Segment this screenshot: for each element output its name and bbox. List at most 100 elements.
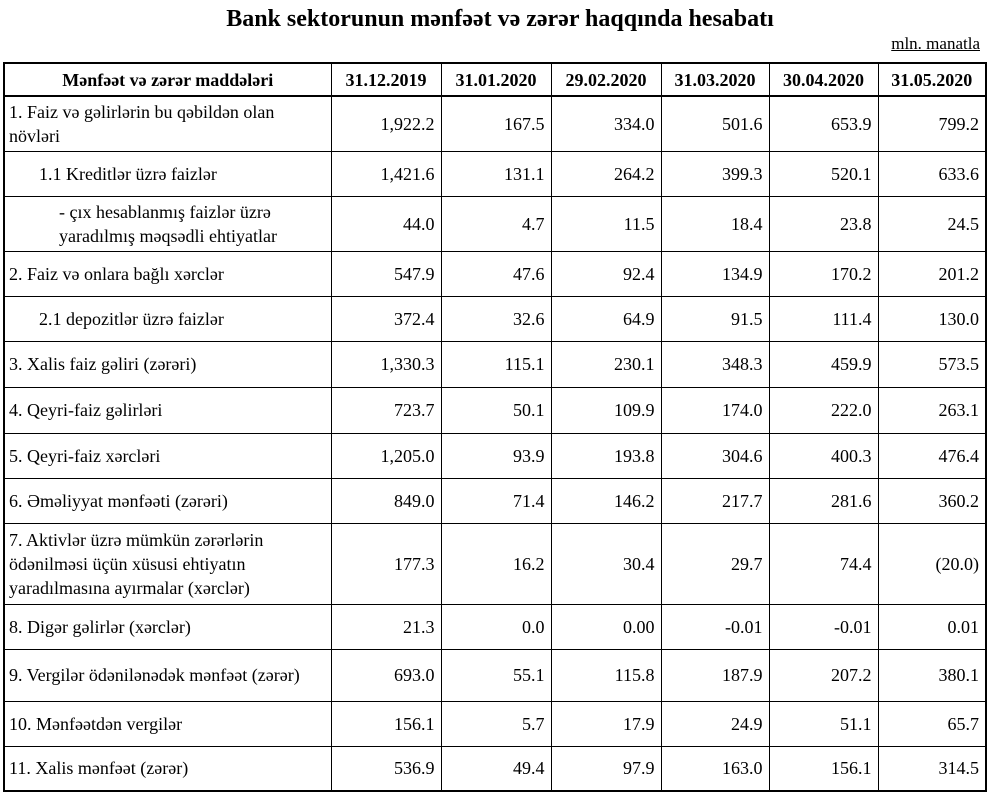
cell-value: 93.9 bbox=[440, 432, 552, 479]
table-row: 7. Aktivlər üzrə mümkün zərərlərin ödəni… bbox=[3, 522, 987, 605]
cell-value: 92.4 bbox=[550, 250, 662, 297]
table-row: 9. Vergilər ödənilənədək mənfəət (zərər)… bbox=[3, 648, 987, 702]
report-table: Mənfəət və zərər maddələri 31.12.2019 31.0… bbox=[3, 62, 987, 792]
cell-value: 334.0 bbox=[550, 95, 662, 152]
row-label: 8. Digər gəlirlər (xərclər) bbox=[3, 603, 332, 650]
cell-value: 193.8 bbox=[550, 432, 662, 479]
cell-value: 167.5 bbox=[440, 95, 552, 152]
cell-value: 230.1 bbox=[550, 340, 662, 388]
table-row: 11. Xalis mənfəət (zərər) 536.9 49.4 97.9 16… bbox=[3, 745, 987, 792]
cell-value: 24.5 bbox=[877, 195, 987, 252]
cell-value: 723.7 bbox=[330, 386, 442, 434]
row-label: 4. Qeyri-faiz gəlirləri bbox=[3, 386, 332, 434]
table-row: 3. Xalis faiz gəliri (zərəri) 1,330.3 115.… bbox=[3, 340, 987, 388]
cell-value: 47.6 bbox=[440, 250, 552, 297]
cell-value: 1,421.6 bbox=[330, 150, 442, 197]
cell-value: 111.4 bbox=[768, 295, 879, 342]
cell-value: 849.0 bbox=[330, 477, 442, 524]
cell-value: 131.1 bbox=[440, 150, 552, 197]
cell-value: 0.00 bbox=[550, 603, 662, 650]
cell-value: 264.2 bbox=[550, 150, 662, 197]
cell-value: 399.3 bbox=[660, 150, 770, 197]
cell-value: 573.5 bbox=[877, 340, 987, 388]
row-label: 7. Aktivlər üzrə mümkün zərərlərin ödəni… bbox=[3, 522, 332, 605]
unit-note: mln. manatla bbox=[891, 34, 980, 53]
cell-value: 49.4 bbox=[440, 745, 552, 792]
cell-value: 201.2 bbox=[877, 250, 987, 297]
cell-value: 348.3 bbox=[660, 340, 770, 388]
cell-value: 360.2 bbox=[877, 477, 987, 524]
cell-value: 372.4 bbox=[330, 295, 442, 342]
cell-value: 314.5 bbox=[877, 745, 987, 792]
cell-value: 115.8 bbox=[550, 648, 662, 702]
column-header: 29.02.2020 bbox=[550, 62, 662, 97]
row-label: 9. Vergilər ödənilənədək mənfəət (zərər) bbox=[3, 648, 332, 702]
table-row: 5. Qeyri-faiz xərcləri 1,205.0 93.9 193.8 30… bbox=[3, 432, 987, 479]
cell-value: 217.7 bbox=[660, 477, 770, 524]
row-label: 1.1 Kreditlər üzrə faizlər bbox=[3, 150, 332, 197]
cell-value: 281.6 bbox=[768, 477, 879, 524]
cell-value: -0.01 bbox=[768, 603, 879, 650]
cell-value: 799.2 bbox=[877, 95, 987, 152]
cell-value: 91.5 bbox=[660, 295, 770, 342]
table-row: 2.1 depozitlər üzrə faizlər 372.4 32.6 64.9… bbox=[3, 295, 987, 342]
cell-value: 146.2 bbox=[550, 477, 662, 524]
cell-value: -0.01 bbox=[660, 603, 770, 650]
cell-value: 44.0 bbox=[330, 195, 442, 252]
table-row: 1. Faiz və gəlirlərin bu qəbildən olan n… bbox=[3, 95, 987, 152]
cell-value: 653.9 bbox=[768, 95, 879, 152]
table-row: 6. Əməliyyat mənfəəti (zərəri) 849.0 71.4 1… bbox=[3, 477, 987, 524]
cell-value: 400.3 bbox=[768, 432, 879, 479]
table-row: 4. Qeyri-faiz gəlirləri 723.7 50.1 109.9 174… bbox=[3, 386, 987, 434]
cell-value: 115.1 bbox=[440, 340, 552, 388]
cell-value: 32.6 bbox=[440, 295, 552, 342]
cell-value: 633.6 bbox=[877, 150, 987, 197]
cell-value: 547.9 bbox=[330, 250, 442, 297]
cell-value: 97.9 bbox=[550, 745, 662, 792]
cell-value: 74.4 bbox=[768, 522, 879, 605]
cell-value: 156.1 bbox=[330, 700, 442, 747]
cell-value: 4.7 bbox=[440, 195, 552, 252]
column-header: 30.04.2020 bbox=[768, 62, 879, 97]
cell-value: 207.2 bbox=[768, 648, 879, 702]
cell-value: 536.9 bbox=[330, 745, 442, 792]
cell-value: 263.1 bbox=[877, 386, 987, 434]
cell-value: 64.9 bbox=[550, 295, 662, 342]
cell-value: 174.0 bbox=[660, 386, 770, 434]
cell-value: 23.8 bbox=[768, 195, 879, 252]
row-label: 6. Əməliyyat mənfəəti (zərəri) bbox=[3, 477, 332, 524]
cell-value: 16.2 bbox=[440, 522, 552, 605]
column-header: 31.03.2020 bbox=[660, 62, 770, 97]
cell-value: 476.4 bbox=[877, 432, 987, 479]
row-label: 11. Xalis mənfəət (zərər) bbox=[3, 745, 332, 792]
cell-value: 24.9 bbox=[660, 700, 770, 747]
cell-value: 11.5 bbox=[550, 195, 662, 252]
cell-value: 50.1 bbox=[440, 386, 552, 434]
row-label: 2.1 depozitlər üzrə faizlər bbox=[3, 295, 332, 342]
cell-value: 501.6 bbox=[660, 95, 770, 152]
table-row: 10. Mənfəətdən vergilər 156.1 5.7 17.9 24.9 5… bbox=[3, 700, 987, 747]
cell-value: 109.9 bbox=[550, 386, 662, 434]
cell-value: 177.3 bbox=[330, 522, 442, 605]
cell-value: 65.7 bbox=[877, 700, 987, 747]
cell-value: 71.4 bbox=[440, 477, 552, 524]
header-row: Mənfəət və zərər maddələri 31.12.2019 31.0… bbox=[3, 62, 987, 97]
cell-value: 1,330.3 bbox=[330, 340, 442, 388]
cell-value: 18.4 bbox=[660, 195, 770, 252]
cell-value: 187.9 bbox=[660, 648, 770, 702]
row-label: 5. Qeyri-faiz xərcləri bbox=[3, 432, 332, 479]
cell-value: (20.0) bbox=[877, 522, 987, 605]
row-label: - çıx hesablanmış faizlər üzrə yaradılmı… bbox=[3, 195, 332, 252]
row-label: 3. Xalis faiz gəliri (zərəri) bbox=[3, 340, 332, 388]
cell-value: 380.1 bbox=[877, 648, 987, 702]
table-row: - çıx hesablanmış faizlər üzrə yaradılmı… bbox=[3, 195, 987, 252]
table-row: 1.1 Kreditlər üzrə faizlər 1,421.6 131.1 26… bbox=[3, 150, 987, 197]
cell-value: 304.6 bbox=[660, 432, 770, 479]
column-header: 31.12.2019 bbox=[330, 62, 442, 97]
cell-value: 134.9 bbox=[660, 250, 770, 297]
cell-value: 0.01 bbox=[877, 603, 987, 650]
row-label: 2. Faiz və onlara bağlı xərclər bbox=[3, 250, 332, 297]
cell-value: 222.0 bbox=[768, 386, 879, 434]
title: Bank sektorunun mənfəət və zərər haqqınd… bbox=[226, 6, 774, 32]
